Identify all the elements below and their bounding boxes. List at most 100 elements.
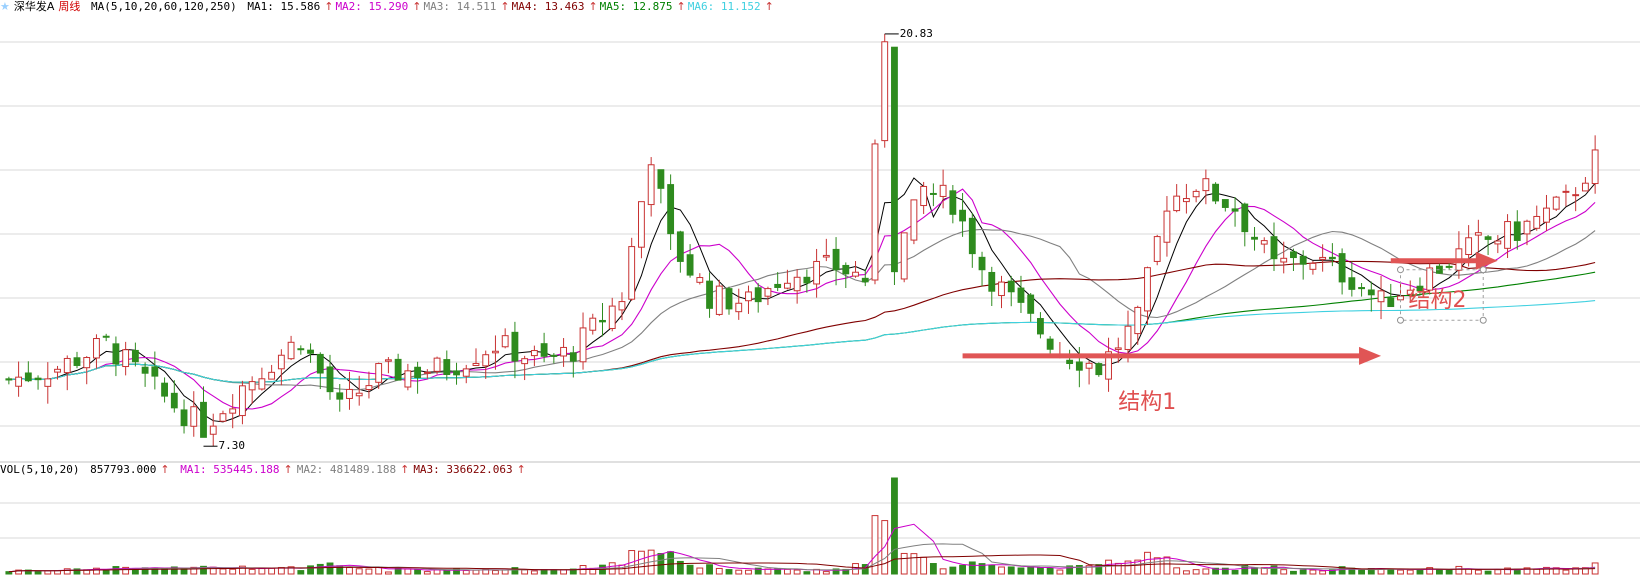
volume-bar <box>219 568 227 575</box>
volume-bar <box>287 566 295 575</box>
star-icon: ★ <box>0 0 10 13</box>
volume-bar <box>638 550 645 575</box>
box-handle <box>1397 266 1404 274</box>
volume-bar <box>102 569 110 575</box>
candle-body <box>15 376 23 387</box>
box-handle <box>1479 316 1487 324</box>
volume-bars <box>5 477 1599 575</box>
volume-bar <box>1436 569 1443 575</box>
candle-body <box>842 264 850 275</box>
volume-bar <box>248 568 256 575</box>
candle-body <box>1192 190 1200 198</box>
volume-bar <box>200 565 207 575</box>
volume-bar <box>1581 567 1589 575</box>
up-arrow-icon: ↑ <box>500 0 510 13</box>
candle-body <box>1591 149 1599 185</box>
volume-bar <box>63 568 71 575</box>
candle-body <box>618 301 626 311</box>
candle-body <box>891 46 898 273</box>
volume-bar <box>1309 569 1317 575</box>
up-arrow-icon: ↑ <box>588 0 598 13</box>
candle-body <box>1543 207 1550 223</box>
volume-bar <box>1134 559 1142 575</box>
volume-bar <box>472 569 480 575</box>
volume-bar <box>550 569 558 575</box>
volume-bar <box>1474 569 1482 575</box>
up-arrow-icon: ↑ <box>412 0 422 13</box>
candle-body <box>1066 359 1074 365</box>
volume-bar <box>1095 564 1103 575</box>
volume-bar <box>316 563 324 575</box>
candle-body <box>1328 256 1336 260</box>
ma-lines <box>8 177 1596 423</box>
period-label: 周线 <box>58 0 81 13</box>
candle-body <box>998 281 1005 297</box>
volume-bar <box>1046 567 1054 575</box>
volume-bar <box>297 570 305 575</box>
candle-body <box>754 287 762 303</box>
volume-bar <box>657 553 665 575</box>
volume-bar <box>706 564 713 575</box>
candle-body <box>248 381 256 391</box>
candle-body <box>579 327 587 363</box>
candle-body <box>219 413 227 422</box>
candle-body <box>1387 297 1395 308</box>
high-price-label: 20.83 <box>899 26 933 40</box>
candle-body <box>1319 256 1327 260</box>
candle-body <box>1007 280 1015 293</box>
candle-body <box>1572 194 1580 197</box>
volume-bar <box>521 569 529 575</box>
volume-bar <box>443 570 451 575</box>
volume-bar <box>190 566 198 575</box>
candle-body <box>54 368 61 373</box>
candle-body <box>501 335 509 348</box>
candle-body <box>122 349 130 368</box>
up-arrow-icon: ↑ <box>676 0 686 13</box>
volume-bar <box>1017 567 1025 575</box>
volume-bar <box>34 570 42 575</box>
volume-bar <box>1543 566 1550 575</box>
candle-body <box>550 354 558 357</box>
volume-bar <box>1114 562 1122 575</box>
candle-body <box>647 164 655 206</box>
volume-bar <box>1124 560 1132 575</box>
candle-body <box>423 371 431 374</box>
candle-body <box>1270 236 1278 260</box>
volume-bar <box>1397 569 1404 575</box>
candle-body <box>949 190 957 215</box>
volume-bar <box>998 566 1005 575</box>
volume-bar <box>15 569 23 575</box>
candle-body <box>1163 210 1171 243</box>
volume-bar <box>307 565 314 575</box>
volume-bar <box>258 568 266 575</box>
candle-body <box>24 372 32 382</box>
candle-body <box>1445 265 1453 268</box>
candle-body <box>1367 289 1375 296</box>
volume-bar <box>725 569 733 575</box>
candle-body <box>180 409 188 427</box>
volume-bar <box>676 560 684 575</box>
structure2-box <box>1400 269 1484 321</box>
volume-bar <box>73 568 81 575</box>
candle-body <box>404 370 412 388</box>
candle-body <box>336 392 344 400</box>
candle-body <box>1017 287 1025 303</box>
volume-bar <box>900 552 908 575</box>
volume-bar <box>1406 569 1414 575</box>
candle-body <box>384 359 392 362</box>
volume-bar <box>822 571 830 575</box>
volume-bar <box>1552 567 1560 575</box>
main-legend: ★ 深华发A 周线 MA(5,10,20,60,120,250) MA1: 15.5… <box>0 0 780 13</box>
volume-ma1-line <box>8 523 1596 573</box>
volume-bar <box>1562 569 1570 575</box>
candle-body <box>1182 198 1190 203</box>
candle-body <box>929 192 937 195</box>
annotation-overlay <box>203 33 1498 447</box>
stock-name: 深华发A <box>13 0 55 13</box>
volume-bar <box>949 566 957 575</box>
candle-body <box>560 346 567 357</box>
candle-body <box>803 276 811 284</box>
candle-body <box>472 363 480 366</box>
candle-body <box>1348 277 1356 290</box>
volume-bar <box>832 568 840 575</box>
